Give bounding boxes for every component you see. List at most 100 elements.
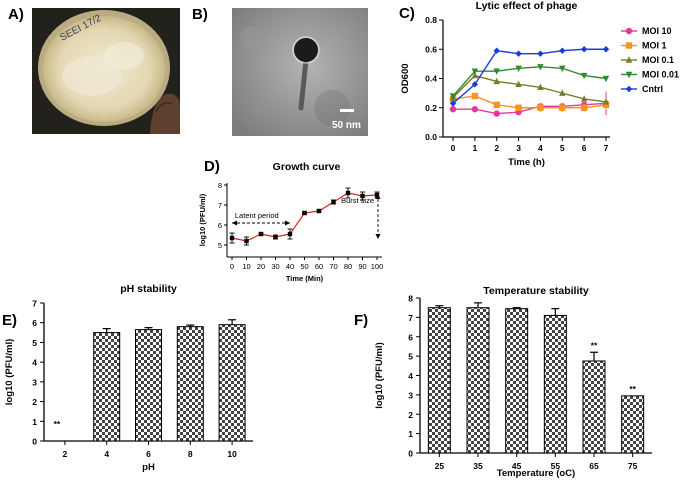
lytic-y-tick-label: 0.6 <box>425 44 437 54</box>
growth-x-tick-label: 90 <box>358 262 366 271</box>
growth-y-tick-label: 8 <box>218 181 222 190</box>
lytic-point <box>515 65 522 72</box>
lytic-series-line <box>453 102 607 115</box>
legend-label: MOI 0.1 <box>642 55 674 65</box>
legend-label: MOI 0.01 <box>642 70 679 80</box>
lytic-x-tick-label: 5 <box>560 143 565 153</box>
growth-point <box>287 231 293 237</box>
growth-point <box>258 231 264 237</box>
lytic-point <box>537 104 544 111</box>
lytic-point <box>559 47 566 54</box>
ph-significance-mark: ** <box>54 419 61 429</box>
panel-e-label: E) <box>2 312 17 329</box>
growth-point <box>331 199 336 205</box>
ph-y-tick-label: 3 <box>32 377 37 387</box>
ph-y-axis-title: log10 (PFU/ml) <box>4 339 15 406</box>
growth-x-tick-label: 70 <box>329 262 337 271</box>
legend-marker <box>625 71 633 79</box>
temp-y-tick-label: 5 <box>408 352 413 362</box>
petri-plate-drawing: SEEI 17/2 <box>32 8 180 134</box>
lytic-point <box>537 64 544 71</box>
lytic-y-tick-label: 0.8 <box>425 15 437 25</box>
lytic-point <box>602 75 610 83</box>
panel-c-label: C) <box>399 5 415 22</box>
temp-bar <box>466 307 490 454</box>
lytic-series-line <box>452 95 607 109</box>
lytic-x-tick-label: 6 <box>582 143 587 153</box>
ph-x-tick-label: 10 <box>227 449 237 459</box>
panel-a-label: A) <box>8 6 24 23</box>
legend-marker <box>625 56 633 63</box>
temp-significance-mark: ** <box>591 340 598 350</box>
lytic-y-tick-label: 0.4 <box>425 74 437 84</box>
lytic-y-axis-title: OD600 <box>400 63 411 93</box>
panel-d-label: D) <box>204 158 220 175</box>
lytic-point <box>602 98 610 105</box>
lytic-x-tick-label: 3 <box>516 143 521 153</box>
ph-bar <box>218 324 246 442</box>
growth-x-axis-title: Time (Min) <box>286 274 324 283</box>
lytic-point <box>537 83 544 90</box>
temp-bar <box>621 395 645 454</box>
lytic-x-tick-label: 7 <box>604 143 609 153</box>
ph-y-tick-label: 5 <box>32 338 37 348</box>
lytic-point <box>493 68 500 75</box>
growth-point <box>273 234 278 240</box>
temp-y-tick-label: 4 <box>408 371 413 381</box>
scale-bar-label: 50 nm <box>332 120 361 131</box>
growth-y-tick-label: 6 <box>218 221 222 230</box>
legend-marker <box>625 42 633 49</box>
lytic-point <box>559 65 566 72</box>
lytic-x-tick-label: 2 <box>494 143 499 153</box>
legend-marker <box>625 85 633 93</box>
legend-label: MOI 10 <box>642 26 672 36</box>
lytic-series-line <box>452 48 606 104</box>
lytic-point <box>580 72 588 80</box>
lytic-x-tick-label: 1 <box>472 143 477 153</box>
temp-y-tick-label: 2 <box>408 410 413 420</box>
temp-significance-mark: ** <box>629 384 636 394</box>
lytic-point <box>471 81 479 88</box>
panel-f-label: F) <box>354 312 369 329</box>
lytic-series-line <box>452 74 607 103</box>
growth-point <box>374 192 380 198</box>
temp-x-tick-label: 65 <box>589 461 599 471</box>
tem-image: 50 nm <box>232 8 368 136</box>
lytic-point <box>493 101 500 109</box>
growth-x-tick-label: 50 <box>300 262 308 271</box>
ph-x-axis-title: pH <box>142 462 155 473</box>
growth-y-tick-label: 5 <box>218 241 222 250</box>
temp-x-tick-label: 35 <box>473 461 483 471</box>
temp-bar <box>505 308 529 454</box>
growth-x-tick-label: 0 <box>230 262 234 271</box>
temp-x-tick-label: 25 <box>435 461 445 471</box>
growth-point <box>302 210 307 216</box>
temp-bar <box>543 314 567 454</box>
burst-size-label: Burst size <box>341 196 374 205</box>
lytic-point <box>515 80 522 88</box>
ph-y-tick-label: 0 <box>32 437 37 447</box>
ph-y-tick-label: 1 <box>32 417 37 427</box>
ph-x-tick-label: 6 <box>146 449 151 459</box>
growth-point <box>244 238 249 244</box>
temp-y-tick-label: 8 <box>408 294 413 304</box>
growth-x-tick-label: 40 <box>286 262 294 271</box>
petri-plate-photo: SEEI 17/2 <box>32 8 180 134</box>
lytic-series-line <box>452 66 607 97</box>
temp-y-tick-label: 1 <box>408 429 413 439</box>
burst-arrow-head <box>375 194 381 199</box>
temp-x-tick-label: 75 <box>628 461 638 471</box>
lytic-x-axis-title: Time (h) <box>508 157 545 168</box>
ph-x-tick-label: 8 <box>188 449 193 459</box>
temp-y-tick-label: 3 <box>408 390 413 400</box>
growth-title: Growth curve <box>273 161 341 173</box>
latent-period-label: Latent period <box>235 211 279 220</box>
temp-y-tick-label: 6 <box>408 332 413 342</box>
temp-x-tick-label: 45 <box>512 461 522 471</box>
lytic-point <box>559 104 566 111</box>
growth-x-tick-label: 80 <box>344 262 352 271</box>
ph-y-tick-label: 4 <box>32 358 37 368</box>
temp-x-axis-title: Temperature (oC) <box>497 468 575 479</box>
growth-point <box>345 190 351 196</box>
